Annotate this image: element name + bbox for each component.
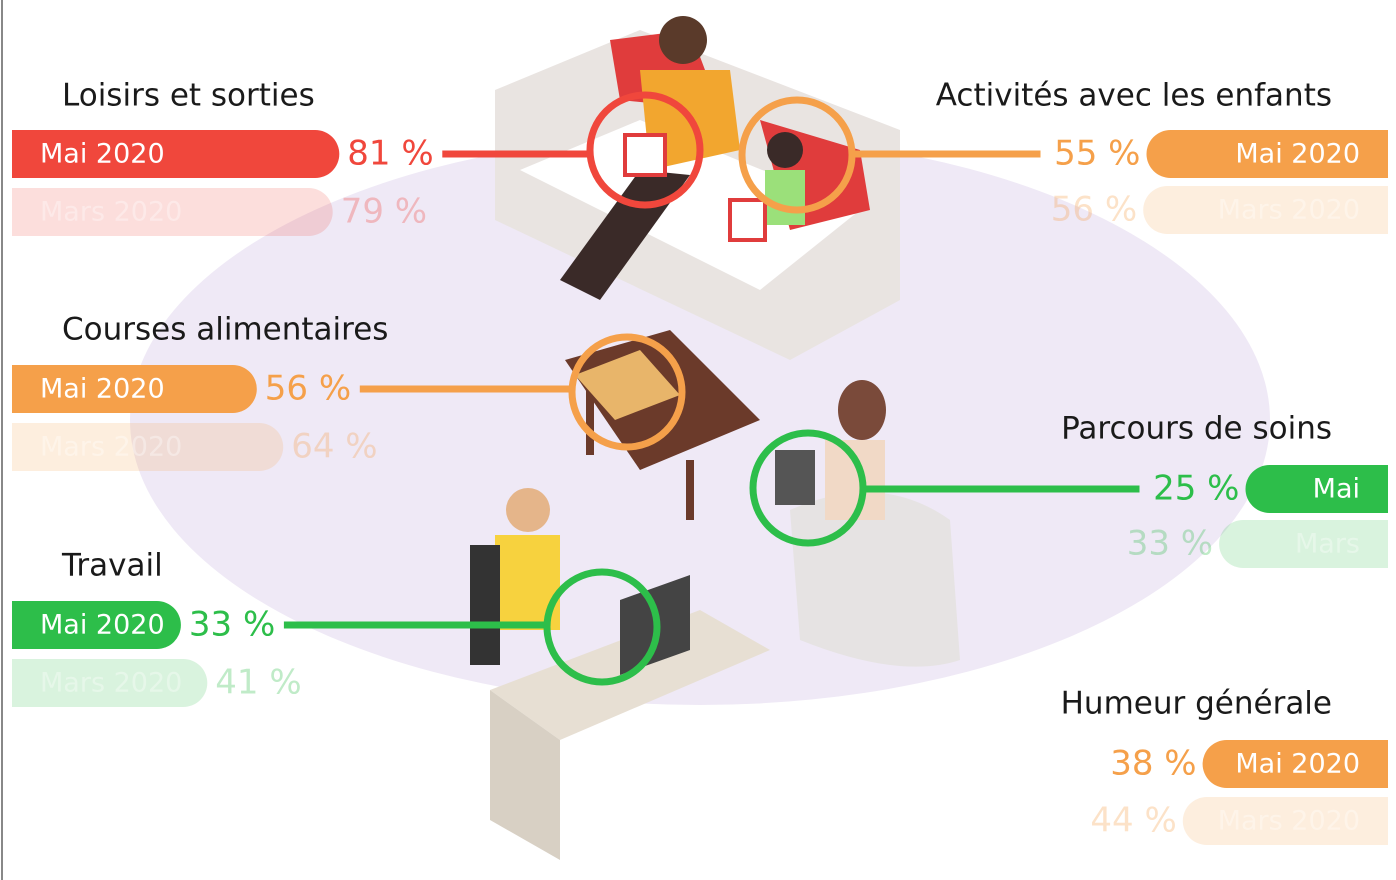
bar-label: Mai 2020 xyxy=(40,610,165,641)
panel-title: Activités avec les enfants xyxy=(936,78,1332,114)
percent: 44 % xyxy=(1090,801,1176,841)
panel-title: Parcours de soins xyxy=(1061,411,1332,447)
bar-label: Mars 2020 xyxy=(1218,806,1360,837)
panel-title: Humeur générale xyxy=(1061,686,1332,722)
bar-label: Mai xyxy=(1313,474,1360,505)
worker-head xyxy=(506,488,550,532)
man-head xyxy=(659,16,707,64)
percent: 56 % xyxy=(265,369,351,409)
panel-title: Travail xyxy=(61,548,163,584)
percent: 41 % xyxy=(215,663,301,703)
panel-title: Loisirs et sorties xyxy=(62,78,315,114)
tablet xyxy=(775,450,815,505)
percent: 33 % xyxy=(1127,524,1213,564)
bar-label: Mai 2020 xyxy=(40,374,165,405)
percent: 55 % xyxy=(1054,134,1140,174)
bar-label: Mars 2020 xyxy=(1218,195,1360,226)
percent: 81 % xyxy=(347,134,433,174)
bar-label: Mai 2020 xyxy=(1235,139,1360,170)
child-body xyxy=(765,170,805,225)
child-head xyxy=(767,132,803,168)
bar-label: Mars 2020 xyxy=(40,197,182,228)
percent: 64 % xyxy=(291,427,377,467)
percent: 79 % xyxy=(341,192,427,232)
bar-label: Mars 2020 xyxy=(40,668,182,699)
bar-label: Mai 2020 xyxy=(40,139,165,170)
chair xyxy=(470,545,500,665)
bar-label: Mars xyxy=(1295,529,1360,560)
percent: 56 % xyxy=(1051,190,1137,230)
bar-label: Mai 2020 xyxy=(1235,749,1360,780)
infographic: Loisirs et sorties Mai 2020 81 % Mars 2020 7… xyxy=(0,0,1396,880)
percent: 33 % xyxy=(189,605,275,645)
panel-title: Courses alimentaires xyxy=(62,312,388,348)
woman-hair xyxy=(838,380,886,440)
percent: 38 % xyxy=(1110,744,1196,784)
percent: 25 % xyxy=(1153,469,1239,509)
popcorn xyxy=(730,200,765,240)
woman-body xyxy=(825,440,885,520)
page: Loisirs et sorties Mai 2020 81 % Mars 2020 7… xyxy=(0,0,1396,880)
popcorn xyxy=(625,135,665,175)
bar-label: Mars 2020 xyxy=(40,432,182,463)
